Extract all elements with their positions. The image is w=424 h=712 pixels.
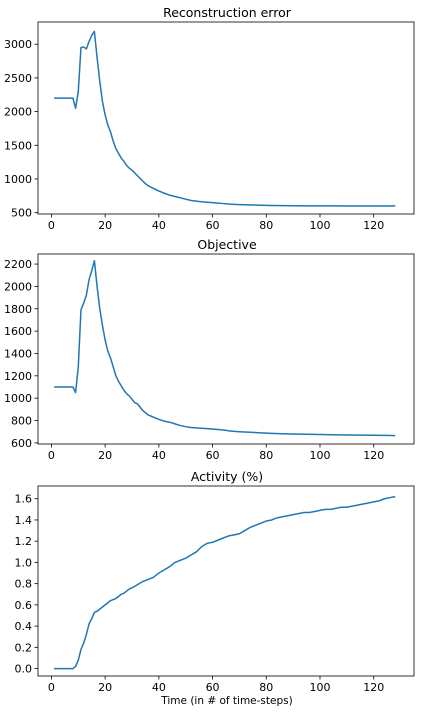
y-tick-label: 0.8 (15, 578, 33, 591)
x-tick-label: 40 (152, 219, 166, 232)
y-tick-label: 0.6 (15, 599, 33, 612)
axes-frame (37, 253, 415, 445)
y-tick-label: 600 (11, 437, 32, 450)
chart-title: Activity (%) (191, 469, 263, 484)
x-tick-label: 120 (363, 219, 384, 232)
y-tick-label: 2500 (4, 72, 32, 85)
y-tick-label: 2000 (4, 106, 32, 119)
x-tick-label: 0 (48, 449, 55, 462)
x-tick-label: 20 (98, 449, 112, 462)
y-tick-label: 1500 (4, 139, 32, 152)
y-tick-label: 1800 (4, 303, 32, 316)
plot-area: 0 20 40 60 80 100 120 0.0 0.2 0.4 0.6 0.8 1.0 1.2 1.4 1… (15, 493, 396, 694)
series-line (54, 30, 396, 207)
y-tick-label: 1.4 (15, 514, 33, 527)
y-tick-label: 1000 (4, 173, 32, 186)
x-tick-label: 60 (206, 681, 220, 694)
axes-frame (37, 21, 415, 215)
y-tick-label: 1200 (4, 370, 32, 383)
y-tick-label: 1.0 (15, 556, 33, 569)
y-tick-label: 1400 (4, 347, 32, 360)
panel-activity: Activity (%) 0 20 40 60 80 100 120 0.0 0.2 0.4 0.6… (15, 469, 415, 707)
y-tick-label: 2000 (4, 280, 32, 293)
y-tick-label: 0.2 (15, 641, 33, 654)
x-tick-label: 20 (98, 681, 112, 694)
x-tick-label: 20 (98, 219, 112, 232)
x-tick-label: 120 (363, 449, 384, 462)
x-tick-label: 100 (310, 219, 331, 232)
x-tick-label: 0 (48, 219, 55, 232)
x-tick-label: 100 (310, 449, 331, 462)
y-tick-label: 0.4 (15, 620, 33, 633)
x-tick-label: 0 (48, 681, 55, 694)
series-line (54, 259, 396, 437)
plot-area: 0 20 40 60 80 100 120 600 800 1000 1200 1400 1600 180… (4, 258, 396, 462)
x-tick-label: 80 (259, 681, 273, 694)
x-axis-label: Time (in # of time-steps) (160, 695, 292, 707)
x-tick-label: 100 (310, 681, 331, 694)
y-tick-label: 1000 (4, 392, 32, 405)
y-tick-label: 1600 (4, 325, 32, 338)
x-tick-label: 60 (206, 219, 220, 232)
chart-title: Objective (197, 237, 257, 252)
x-tick-label: 40 (152, 449, 166, 462)
y-tick-label: 3000 (4, 38, 32, 51)
x-tick-label: 120 (363, 681, 384, 694)
chart-title: Reconstruction error (163, 5, 292, 20)
y-tick-label: 2200 (4, 258, 32, 271)
x-tick-label: 80 (259, 219, 273, 232)
plot-area: 0 20 40 60 80 100 120 500 1000 1500 2000 2500 3000 (4, 30, 396, 232)
axes-frame (37, 485, 415, 677)
y-tick-label: 1.2 (15, 535, 33, 548)
y-tick-label: 1.6 (15, 493, 33, 506)
x-tick-label: 40 (152, 681, 166, 694)
y-tick-label: 500 (11, 207, 32, 220)
panel-reconstruction-error: Reconstruction error 0 20 40 60 80 100 120 500 1… (4, 5, 415, 232)
panel-objective: Objective 0 20 40 60 80 100 120 600 800 1000 1200 1… (4, 237, 415, 462)
y-tick-label: 0.0 (15, 663, 33, 676)
x-tick-label: 60 (206, 449, 220, 462)
y-tick-label: 800 (11, 415, 32, 428)
x-tick-label: 80 (259, 449, 273, 462)
series-line (54, 495, 396, 670)
